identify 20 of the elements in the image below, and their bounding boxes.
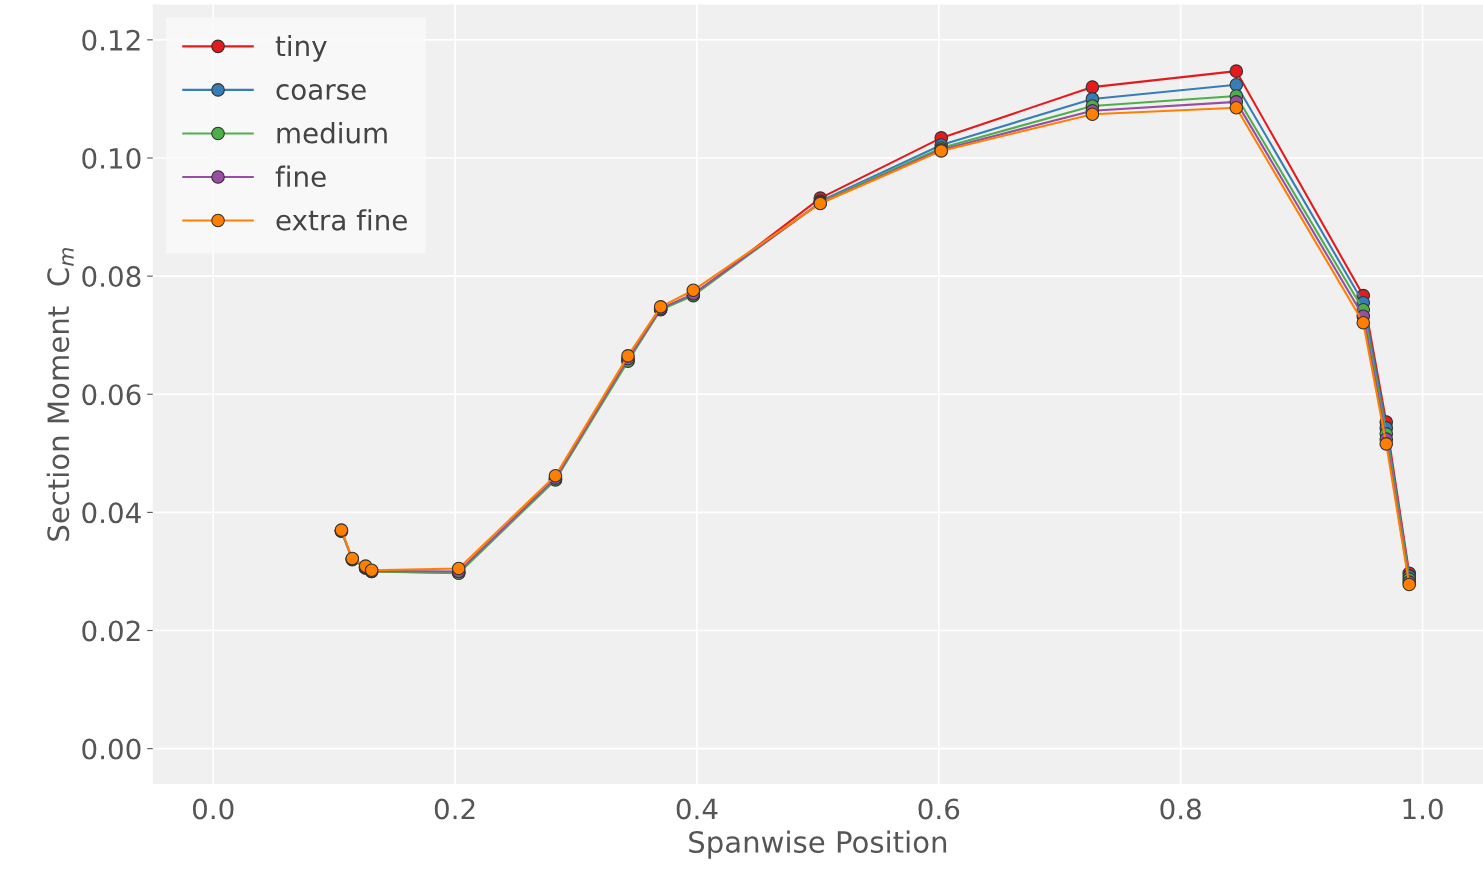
x-axis-title: Spanwise Position <box>689 830 947 859</box>
y-tick-label: 0.08 <box>82 266 141 288</box>
legend-label: coarse <box>276 84 366 101</box>
y-tick-label: 0.04 <box>82 502 141 524</box>
y-axis-title: Section Moment C$_{m}$ <box>46 248 74 541</box>
x-tick-label: 0.4 <box>676 798 718 820</box>
y-tick-label: 0.10 <box>82 147 141 169</box>
x-tick-label: 0.2 <box>434 798 475 820</box>
legend-label: fine <box>275 165 326 188</box>
legend-label: extra fine <box>276 209 407 231</box>
legend-label: medium <box>277 122 387 144</box>
x-tick-label: 0.0 <box>192 798 234 820</box>
x-tick-label: 1.0 <box>1403 798 1443 820</box>
y-tick-label: 0.06 <box>82 384 141 406</box>
x-tick-label: 0.8 <box>1160 798 1201 820</box>
x-tick-label: 0.6 <box>918 798 960 820</box>
legend-label: tiny <box>275 34 327 62</box>
y-tick-label: 0.12 <box>82 29 140 51</box>
y-tick-label: 0.02 <box>82 620 140 642</box>
y-tick-label: 0.00 <box>82 738 141 760</box>
